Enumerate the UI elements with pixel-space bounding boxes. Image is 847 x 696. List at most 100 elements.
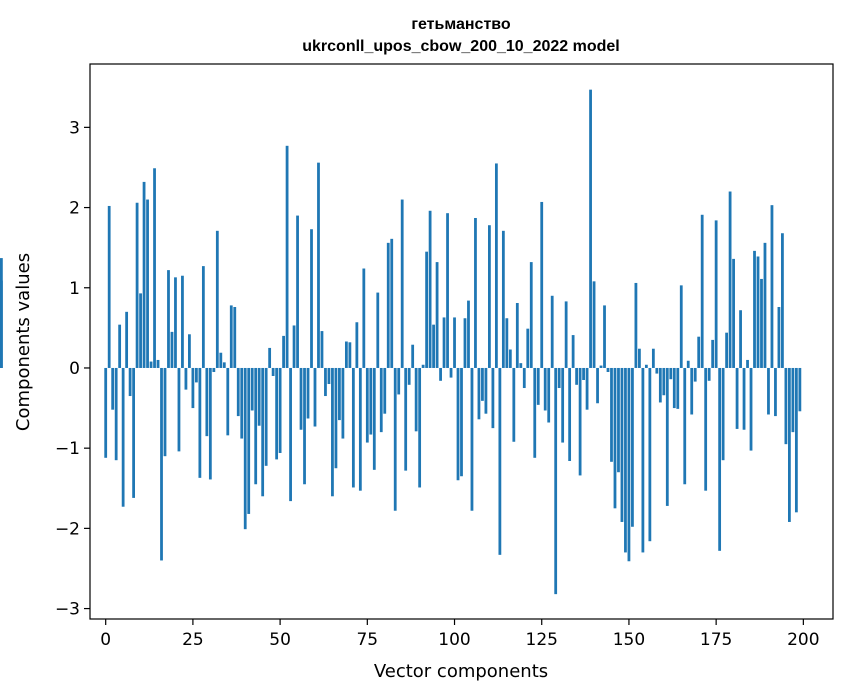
bar [658,367,662,403]
bar [641,367,645,553]
bar [320,331,324,368]
x-tick-label: 125 [526,630,558,650]
bar [236,367,240,417]
bar [617,367,620,473]
bar [351,367,355,488]
bar [393,367,397,511]
bar [369,367,373,435]
bar [606,367,610,372]
bar [788,367,791,522]
bar [679,285,683,368]
bar [222,362,226,368]
bar [655,367,659,374]
bar [700,214,704,368]
bar [181,275,184,368]
bar [414,367,418,432]
bar [0,280,3,368]
bar [201,266,205,368]
bar [624,367,627,553]
bar [746,359,749,368]
bar [697,336,701,368]
bar [498,367,502,555]
bar [310,229,313,368]
bar [791,367,795,433]
bar [153,168,156,368]
y-tick-label: 2 [69,199,80,219]
bar [243,367,247,530]
bar [711,339,715,368]
bar [257,367,261,426]
bar [676,367,680,409]
bar [219,352,223,368]
bar [554,367,558,595]
bar [282,335,285,368]
bar [195,367,198,383]
bar [704,367,708,491]
bar [749,367,753,451]
bar [184,367,188,390]
bar [638,348,641,368]
bar [114,367,118,461]
bar [208,367,212,480]
bar [784,367,788,445]
bar [603,305,606,368]
bar [313,367,317,427]
bar [372,367,376,470]
bar [613,367,617,509]
bar [592,281,596,368]
x-tick-label: 0 [100,630,111,650]
bar [289,367,292,502]
bar [317,162,320,368]
bar [477,367,481,420]
bar [376,292,380,368]
bar [634,282,638,368]
bar [125,311,129,368]
bar [494,163,498,368]
bar [170,331,174,368]
bar [718,367,722,551]
bar [484,367,488,414]
bar [463,318,467,368]
bar [739,310,742,368]
bar [306,367,310,419]
bar [386,242,390,368]
bar [714,220,718,368]
bar [327,367,331,385]
bar [229,305,233,368]
bar [299,367,303,430]
y-tick-label: −2 [55,519,80,539]
bar [564,301,568,368]
bar [390,238,394,368]
bar [446,213,449,368]
bar [331,367,334,497]
bar [432,324,435,368]
bar [760,278,763,368]
bar [683,367,687,485]
bar [271,367,275,376]
bar [526,328,530,368]
x-tick-label: 175 [700,630,732,650]
bar [529,262,533,368]
bar [753,250,756,368]
bar [275,367,279,460]
bar [662,367,666,396]
bar [620,367,624,522]
bar [341,367,345,439]
bar [435,262,439,368]
bar [728,191,732,368]
bar [467,300,470,368]
bar [254,367,258,485]
bar [146,199,149,368]
bar [669,367,673,380]
bar [442,317,446,368]
bar [651,348,655,368]
bar [732,258,735,368]
bar [149,361,153,368]
bar [721,367,725,461]
bar [411,344,415,368]
bar [491,367,495,429]
bar [543,367,547,411]
bar [250,367,254,411]
bar [665,367,669,506]
y-axis-ticks: −3 −2 −1 0 1 2 3 [55,118,90,620]
